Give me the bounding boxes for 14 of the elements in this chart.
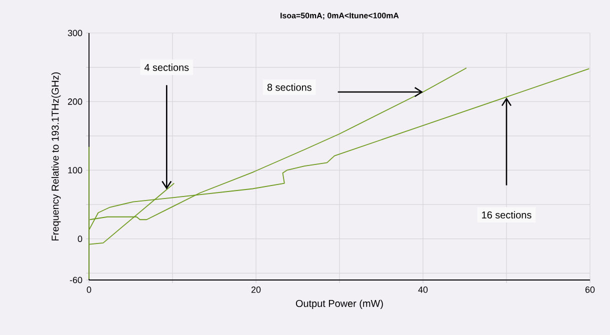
y-tick-label: 0: [78, 236, 82, 242]
x-axis-title: Output Power (mW): [296, 300, 383, 309]
y-tick-label: -60: [70, 276, 82, 284]
annotation: 4 sections: [144, 64, 189, 71]
annotation: 16 sections: [482, 211, 532, 218]
annotation: 8 sections: [267, 84, 312, 91]
y-tick-label: 100: [68, 167, 82, 174]
x-tick-label: 0: [86, 286, 92, 293]
y-tick-label: 200: [68, 98, 82, 105]
x-tick-label: 40: [418, 286, 428, 293]
x-tick-label: 20: [251, 286, 261, 293]
y-axis-title: Frequency Relative to 193.1THz(GHz): [51, 72, 61, 240]
y-tick-label: 300: [68, 30, 82, 36]
x-tick-label: 60: [585, 286, 595, 293]
